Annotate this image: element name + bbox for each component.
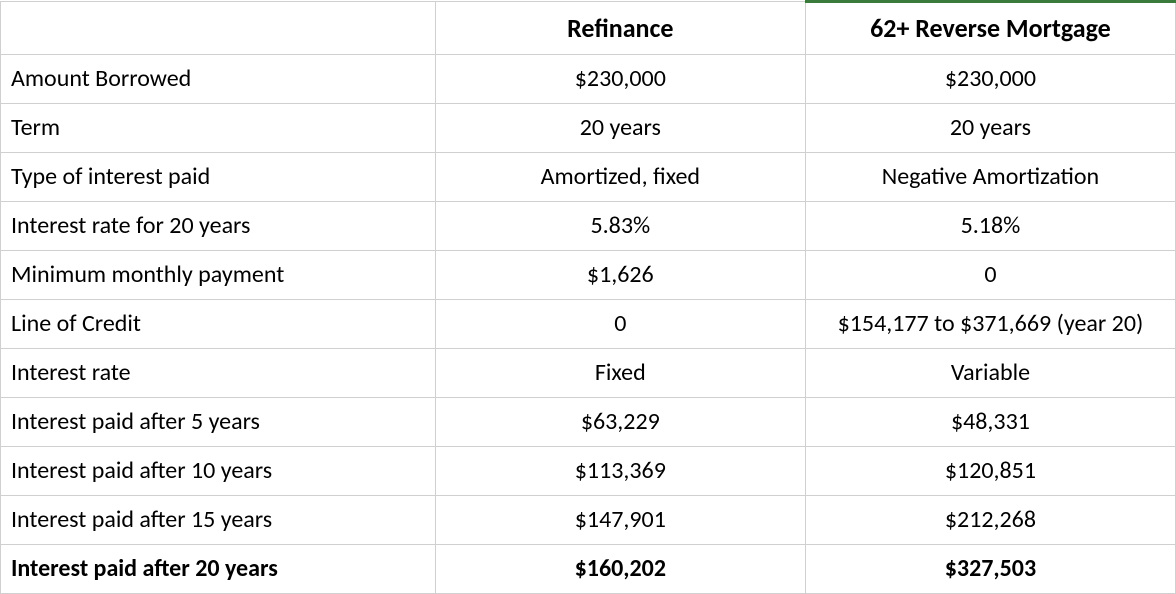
table-row: Interest paid after 10 years$113,369$120… [1,447,1176,496]
row-label: Interest rate for 20 years [1,202,436,251]
row-col1: $113,369 [435,447,805,496]
row-col1: $230,000 [435,55,805,104]
row-col1: $1,626 [435,251,805,300]
row-col2: 0 [805,251,1175,300]
row-col1: $160,202 [435,545,805,594]
table-row: Type of interest paidAmortized, fixedNeg… [1,153,1176,202]
row-col2: Variable [805,349,1175,398]
row-col1: $147,901 [435,496,805,545]
header-blank [1,2,436,55]
row-label: Interest paid after 15 years [1,496,436,545]
comparison-table: Refinance 62+ Reverse Mortgage Amount Bo… [0,0,1176,594]
table-row: Line of Credit0$154,177 to $371,669 (yea… [1,300,1176,349]
row-col1: 5.83% [435,202,805,251]
row-col1: 20 years [435,104,805,153]
table-row: Term20 years20 years [1,104,1176,153]
row-label: Term [1,104,436,153]
table-row: Interest paid after 15 years$147,901$212… [1,496,1176,545]
row-col2: $120,851 [805,447,1175,496]
row-col1: Fixed [435,349,805,398]
row-label: Interest paid after 5 years [1,398,436,447]
row-label: Line of Credit [1,300,436,349]
header-refinance: Refinance [435,2,805,55]
row-label: Interest paid after 20 years [1,545,436,594]
row-label: Interest rate [1,349,436,398]
row-col2: 5.18% [805,202,1175,251]
row-col2: 20 years [805,104,1175,153]
table-row: Interest paid after 5 years$63,229$48,33… [1,398,1176,447]
row-col2: $327,503 [805,545,1175,594]
row-col1: Amortized, fixed [435,153,805,202]
row-label: Minimum monthly payment [1,251,436,300]
table-row: Interest rate for 20 years5.83%5.18% [1,202,1176,251]
row-label: Type of interest paid [1,153,436,202]
row-label: Interest paid after 10 years [1,447,436,496]
row-col1: $63,229 [435,398,805,447]
row-col2: $230,000 [805,55,1175,104]
table-row: Interest paid after 20 years$160,202$327… [1,545,1176,594]
table-header-row: Refinance 62+ Reverse Mortgage [1,2,1176,55]
table-body: Amount Borrowed$230,000$230,000Term20 ye… [1,55,1176,594]
table-row: Minimum monthly payment$1,6260 [1,251,1176,300]
row-col2: Negative Amortization [805,153,1175,202]
row-col2: $154,177 to $371,669 (year 20) [805,300,1175,349]
table-row: Interest rateFixedVariable [1,349,1176,398]
row-col2: $212,268 [805,496,1175,545]
row-col1: 0 [435,300,805,349]
table-row: Amount Borrowed$230,000$230,000 [1,55,1176,104]
row-col2: $48,331 [805,398,1175,447]
row-label: Amount Borrowed [1,55,436,104]
header-reverse-mortgage: 62+ Reverse Mortgage [805,2,1175,55]
